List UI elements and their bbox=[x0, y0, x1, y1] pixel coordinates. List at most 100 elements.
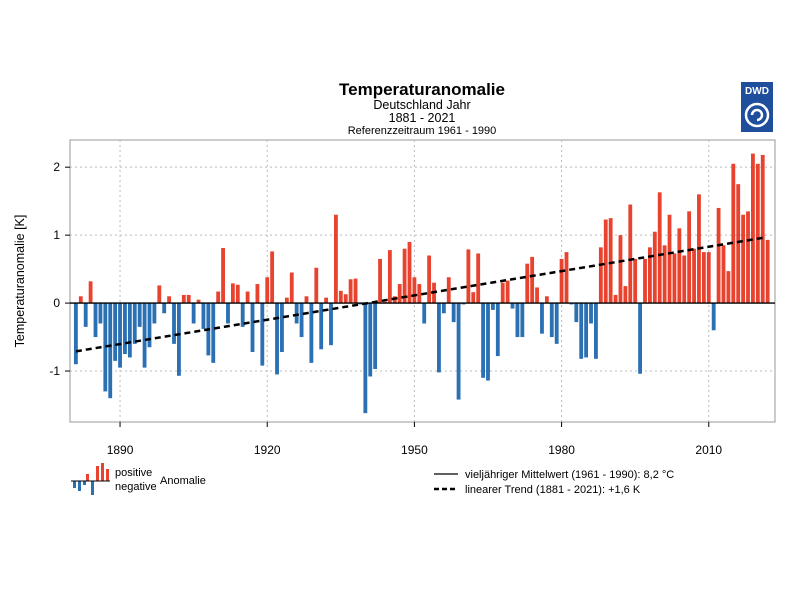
anomaly-bar-negative bbox=[540, 303, 544, 334]
anomaly-bar-positive bbox=[216, 291, 221, 304]
anomaly-bar-positive bbox=[270, 251, 275, 304]
anomaly-bar-positive bbox=[196, 299, 201, 304]
y-tick-label: 2 bbox=[53, 160, 60, 174]
anomaly-bar-positive bbox=[412, 277, 417, 304]
anomaly-bar-positive bbox=[755, 163, 760, 304]
legend-neg-bar bbox=[91, 481, 94, 495]
anomaly-bar-positive bbox=[348, 279, 353, 304]
plot-frame bbox=[69, 139, 776, 423]
anomaly-bar-positive bbox=[157, 285, 162, 304]
anomaly-bar-negative bbox=[118, 303, 122, 368]
anomaly-bar-positive bbox=[608, 218, 613, 304]
anomaly-bar-positive bbox=[741, 214, 746, 304]
anomaly-bar-negative bbox=[451, 303, 456, 323]
legend-pos-bar bbox=[96, 466, 99, 481]
anomaly-bar-positive bbox=[353, 278, 358, 304]
y-tick-label: 0 bbox=[53, 296, 60, 310]
anomaly-bar-positive bbox=[731, 163, 736, 304]
legend-anomaly: positive negative Anomalie bbox=[71, 463, 206, 495]
anomaly-bar-positive bbox=[647, 247, 652, 304]
y-tick-label: 1 bbox=[53, 228, 60, 242]
anomaly-bar-negative bbox=[113, 303, 118, 361]
anomaly-bar-positive bbox=[525, 263, 530, 304]
anomaly-bar-positive bbox=[284, 297, 289, 304]
anomaly-bar-positive bbox=[682, 255, 687, 304]
anomaly-bar-positive bbox=[633, 258, 638, 304]
legend-trend-label: linearer Trend (1881 - 2021): +1,6 K bbox=[465, 484, 641, 496]
legend-lines: vieljähriger Mittelwert (1961 - 1990): 8… bbox=[434, 469, 674, 496]
anomaly-bar-negative bbox=[520, 303, 525, 338]
anomaly-bar-negative bbox=[589, 303, 593, 324]
anomaly-bar-positive bbox=[397, 284, 402, 304]
anomaly-bar-negative bbox=[490, 303, 495, 310]
anomaly-bar-positive bbox=[726, 271, 731, 304]
y-axis-label: Temperaturanomalie [K] bbox=[13, 215, 27, 348]
anomaly-bar-positive bbox=[338, 290, 343, 304]
anomaly-bar-positive bbox=[314, 267, 319, 304]
y-tick-label: -1 bbox=[49, 364, 60, 378]
anomaly-bar-negative bbox=[711, 303, 716, 331]
dwd-logo-swirl-outer bbox=[744, 102, 770, 128]
anomaly-bar-positive bbox=[387, 250, 392, 304]
anomaly-bar-positive bbox=[221, 248, 225, 304]
chart-title: Temperaturanomalie bbox=[339, 80, 505, 99]
anomaly-bar-positive bbox=[736, 184, 741, 304]
anomaly-bar-positive bbox=[706, 252, 711, 304]
anomaly-bar-positive bbox=[505, 280, 510, 304]
anomaly-bar-negative bbox=[358, 303, 363, 305]
legend-pos-bar bbox=[101, 463, 104, 481]
anomaly-bar-negative bbox=[132, 303, 137, 344]
anomaly-bar-positive bbox=[181, 294, 186, 304]
anomaly-bar-negative bbox=[201, 303, 206, 329]
anomaly-bar-negative bbox=[549, 303, 554, 338]
anomaly-bar-positive bbox=[701, 252, 706, 304]
anomaly-bar-negative bbox=[275, 303, 279, 375]
chart-subtitle: Deutschland Jahr bbox=[373, 98, 470, 112]
legend-pos-bar bbox=[86, 474, 89, 481]
legend-neg-bar bbox=[78, 481, 81, 491]
anomaly-bar-negative bbox=[137, 303, 142, 327]
anomaly-bar-negative bbox=[363, 303, 368, 414]
anomaly-bar-negative bbox=[309, 303, 314, 363]
anomaly-bar-positive bbox=[186, 294, 191, 304]
anomaly-bar-negative bbox=[373, 303, 378, 369]
anomaly-bar-negative bbox=[226, 303, 230, 324]
anomaly-bar-negative bbox=[260, 303, 265, 366]
anomaly-bar-positive bbox=[652, 231, 657, 304]
anomaly-bar-negative bbox=[103, 303, 108, 392]
anomaly-bar-positive bbox=[88, 281, 93, 304]
anomaly-bar-positive bbox=[255, 284, 260, 304]
x-tick-label: 2010 bbox=[695, 443, 722, 457]
anomaly-bar-positive bbox=[692, 248, 696, 304]
anomaly-bar-negative bbox=[569, 303, 574, 305]
anomaly-bar-positive bbox=[446, 277, 451, 304]
legend-neg-bar bbox=[83, 481, 86, 485]
dwd-logo-text: DWD bbox=[745, 86, 769, 97]
legend-mean-label: vieljähriger Mittelwert (1961 - 1990): 8… bbox=[465, 469, 674, 481]
anomaly-bar-negative bbox=[638, 303, 642, 374]
anomaly-bar-positive bbox=[235, 284, 240, 304]
anomaly-bar-negative bbox=[172, 303, 176, 344]
x-tick-label: 1980 bbox=[548, 443, 575, 457]
anomaly-bar-positive bbox=[564, 252, 569, 304]
chart-reference: Referenzzeitraum 1961 - 1990 bbox=[348, 125, 497, 137]
x-tick-label: 1920 bbox=[254, 443, 281, 457]
anomaly-bar-negative bbox=[162, 303, 167, 314]
anomaly-bar-negative bbox=[461, 303, 466, 305]
anomaly-bar-positive bbox=[324, 297, 329, 304]
anomaly-bar-negative bbox=[191, 303, 196, 324]
anomaly-bar-negative bbox=[368, 303, 373, 377]
anomaly-bar-positive bbox=[623, 286, 628, 304]
anomaly-bar-negative bbox=[93, 303, 98, 338]
anomaly-bar-negative bbox=[437, 303, 441, 373]
anomaly-bar-positive bbox=[662, 245, 667, 304]
anomaly-bar-negative bbox=[319, 303, 324, 350]
anomaly-bar-positive bbox=[245, 291, 250, 304]
anomaly-bar-positive bbox=[687, 211, 692, 304]
anomaly-bar-positive bbox=[476, 253, 481, 304]
anomaly-bar-negative bbox=[554, 303, 559, 344]
anomaly-bar-positive bbox=[265, 277, 270, 304]
anomaly-bar-negative bbox=[579, 303, 584, 359]
legend-positive-label: positive bbox=[115, 467, 152, 479]
anomaly-bar-negative bbox=[123, 303, 127, 355]
